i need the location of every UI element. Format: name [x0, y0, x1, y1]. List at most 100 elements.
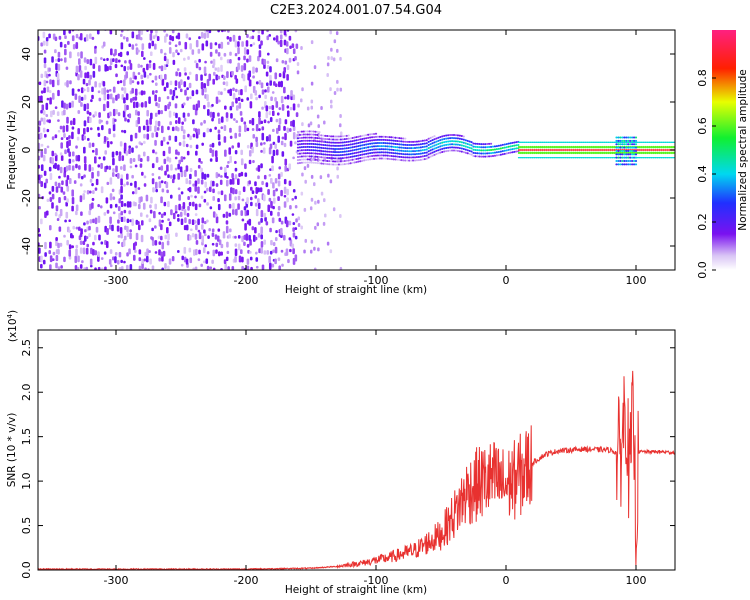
- spectrogram-cell: [158, 249, 161, 256]
- spectrogram-cell: [154, 151, 158, 155]
- spectrogram-cell: [599, 149, 602, 151]
- spectrogram-cell: [484, 143, 487, 146]
- spectrogram-cell: [225, 81, 229, 87]
- spectrogram-cell: [304, 238, 308, 243]
- spectrogram-cell: [664, 149, 667, 151]
- spectrogram-cell: [212, 78, 215, 85]
- spectrogram-cell: [211, 149, 215, 157]
- spectrogram-cell: [574, 141, 577, 143]
- spectrogram-cell: [369, 152, 372, 155]
- spectrogram-cell: [458, 140, 461, 143]
- spectrogram-cell: [151, 80, 155, 83]
- spectrogram-cell: [445, 143, 448, 146]
- spectrogram-cell: [112, 168, 115, 173]
- spectrogram-cell: [77, 88, 81, 92]
- spectrogram-cell: [59, 125, 63, 130]
- spectrogram-cell: [441, 138, 444, 141]
- spectrogram-cell: [435, 146, 438, 149]
- spectrogram-cell: [188, 247, 192, 253]
- spectrogram-cell: [101, 267, 104, 270]
- spectrogram-cell: [163, 158, 167, 165]
- spectrogram-cell: [70, 120, 73, 126]
- spectrogram-cell: [149, 258, 152, 265]
- spectrogram-cell: [217, 228, 221, 232]
- spectrogram-cell: [327, 173, 330, 178]
- spectrogram-cell: [349, 137, 352, 140]
- spectrogram-cell: [347, 147, 350, 150]
- spectrogram-cell: [187, 112, 190, 117]
- spectrogram-cell: [495, 154, 498, 157]
- spectrogram-cell: [42, 259, 46, 265]
- spectrogram-cell: [417, 149, 420, 152]
- spectrogram-cell: [574, 157, 577, 159]
- spectrogram-cell: [198, 249, 201, 255]
- spectrogram-cell: [89, 127, 93, 131]
- spectrogram-cell: [241, 265, 244, 270]
- spectrogram-cell: [270, 239, 273, 246]
- spectrogram-cell: [246, 258, 250, 265]
- spectrogram-cell: [431, 136, 434, 139]
- spectrogram-cell: [137, 116, 141, 125]
- spectrogram-cell: [57, 164, 60, 171]
- spectrogram-cell: [509, 148, 512, 151]
- spectrogram-cell: [288, 220, 292, 226]
- spectrogram-cell: [517, 141, 521, 143]
- spectrogram-cell: [117, 234, 121, 238]
- spectrogram-cell: [668, 157, 671, 159]
- spectrogram-cell: [300, 149, 303, 152]
- spectrogram-cell: [214, 234, 218, 240]
- spectrogram-cell: [429, 149, 432, 152]
- spectrogram-cell: [232, 202, 235, 210]
- spectrogram-cell: [183, 246, 187, 254]
- spectrogram-cell: [290, 89, 293, 97]
- spectrogram-cell: [234, 189, 238, 195]
- spectrogram-cell: [371, 139, 374, 142]
- spectrogram-cell: [511, 151, 514, 154]
- spectrogram-cell: [328, 138, 331, 141]
- spectrogram-cell: [355, 154, 358, 157]
- spectrogram-cell: [217, 198, 220, 203]
- spectrogram-cell: [361, 147, 364, 150]
- spectrogram-cell: [105, 137, 109, 141]
- spectrogram-cell: [86, 86, 90, 93]
- spectrogram-cell: [187, 76, 190, 80]
- spectrogram-cell: [238, 255, 242, 263]
- spectrogram-cell: [273, 37, 276, 41]
- spectrogram-cell: [355, 161, 358, 164]
- spectrogram-cell: [257, 55, 260, 62]
- spectrogram-cell: [486, 143, 489, 146]
- spectrogram-cell: [281, 59, 285, 64]
- spectrogram-cell: [320, 140, 323, 143]
- spectrogram-cell: [310, 142, 313, 145]
- spectrogram-cell: [349, 159, 352, 162]
- spectrogram-cell: [339, 213, 342, 218]
- spectrogram-cell: [365, 152, 368, 155]
- spectrogram-cell: [398, 155, 401, 158]
- spectrogram-cell: [89, 116, 92, 124]
- spectrogram-cell: [174, 156, 178, 160]
- snr-y-ticks: 0.00.51.01.52.02.5: [20, 339, 675, 579]
- spectrogram-cell: [95, 226, 99, 233]
- spectrogram-cell: [118, 151, 122, 156]
- spectrogram-cell: [317, 199, 320, 204]
- spectrogram-cell: [238, 102, 242, 109]
- spectrogram-cell: [374, 151, 378, 154]
- spectrogram-cell: [283, 194, 287, 198]
- spectrogram-cell: [115, 94, 118, 101]
- spectrogram-cell: [372, 148, 376, 151]
- spectrogram-cell: [619, 163, 622, 166]
- spectrogram-cell: [443, 144, 446, 147]
- spectrogram-cell: [615, 160, 618, 163]
- spectrogram-cell: [174, 135, 178, 142]
- spectrogram-cell: [280, 80, 283, 88]
- spectrogram-cell: [63, 133, 66, 138]
- spectrogram-cell: [127, 118, 130, 123]
- spectrogram-cell: [80, 102, 83, 107]
- spectrogram-cell: [650, 149, 653, 151]
- spectrogram-cell: [592, 149, 595, 151]
- spectrogram-cell: [187, 133, 190, 138]
- spectrogram-cell: [615, 146, 618, 149]
- spectrogram-cell: [163, 86, 167, 92]
- spectrogram-cell: [359, 154, 362, 157]
- spectrogram-cell: [263, 250, 267, 255]
